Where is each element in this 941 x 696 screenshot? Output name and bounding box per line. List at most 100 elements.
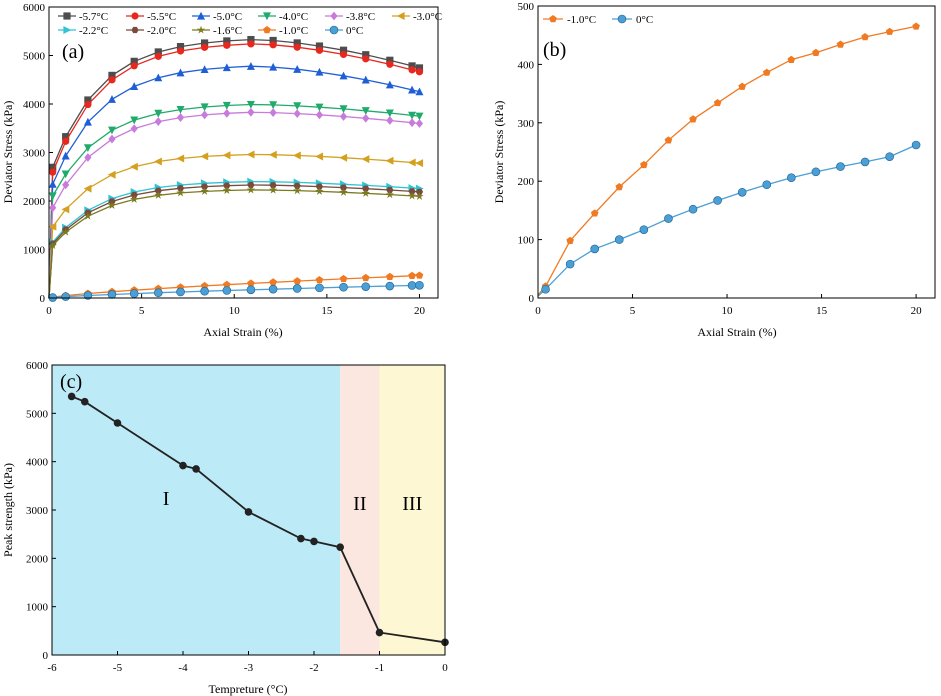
panel-c-xtick-label: -6 xyxy=(47,662,57,674)
panel-a-point xyxy=(201,39,209,47)
panel-a-point xyxy=(154,52,162,60)
panel-a-legend-label: 0°C xyxy=(346,25,363,37)
panel-a: 0 5 10 15 20 0 1000 2000 3000 4000 5000 6000 -5.7°C -… xyxy=(1,2,442,339)
panel-a-point xyxy=(176,113,185,122)
panel-c-region xyxy=(52,365,341,655)
panel-a-ytick-label: 5000 xyxy=(23,51,46,63)
panel-a-point xyxy=(62,137,70,145)
panel-b-legend-marker xyxy=(617,14,627,24)
panel-b-ytick-label: 400 xyxy=(518,59,535,71)
panel-a-point xyxy=(247,107,255,117)
panel-a-point xyxy=(154,73,163,82)
panel-a-point xyxy=(222,151,231,160)
panel-c-letter: (c) xyxy=(60,371,82,393)
panel-a-series-line xyxy=(48,38,420,299)
panel-b-point xyxy=(811,167,821,177)
panel-a-point xyxy=(361,188,370,197)
panel-a-legend-marker xyxy=(329,25,339,35)
panel-a-point xyxy=(107,290,117,299)
panel-a-point xyxy=(362,185,370,192)
panel-b-series-line xyxy=(537,144,917,297)
panel-a-point xyxy=(407,158,416,167)
panel-a-point xyxy=(223,41,231,49)
panel-a-point xyxy=(130,62,138,70)
panel-c-point xyxy=(336,543,345,552)
panel-a-legend-label: -3.8°C xyxy=(346,11,375,23)
panel-a-legend-item: -1.6°C xyxy=(192,25,242,37)
panel-b-xtick-label: 5 xyxy=(630,305,636,317)
panel-a-legend-item: 0°C xyxy=(325,25,363,37)
panel-a-point xyxy=(154,157,162,166)
panel-a-point xyxy=(48,241,57,250)
panel-a-point xyxy=(49,203,57,213)
panel-a-point xyxy=(269,182,277,189)
panel-a-point xyxy=(339,71,348,80)
panel-a-point xyxy=(408,62,416,70)
panel-b-point xyxy=(566,236,574,245)
panel-a-series xyxy=(48,35,424,299)
panel-b-frame xyxy=(537,5,936,299)
panel-b-point xyxy=(614,235,624,244)
panel-b-letter: (b) xyxy=(543,39,566,61)
panel-c-ytick-label: 3000 xyxy=(26,505,49,517)
panel-c-xtick-label: -5 xyxy=(113,662,123,674)
panel-b-point xyxy=(860,157,870,167)
panel-c-point xyxy=(113,419,122,427)
panel-b-point xyxy=(590,244,600,254)
panel-b-ytick-label: 300 xyxy=(518,118,535,130)
panel-a-point xyxy=(130,162,138,171)
panel-c-xlabel: Tempreture (°C) xyxy=(209,682,288,696)
panel-a-ytick-label: 0 xyxy=(40,293,46,305)
panel-a-point xyxy=(130,82,139,90)
panel-a-point xyxy=(269,108,277,118)
panel-a-point xyxy=(154,187,162,194)
panel-a-point xyxy=(130,124,138,133)
panel-a-legend-item: -5.7°C xyxy=(58,11,108,23)
panel-c-ylabel: Peak strength (kPa) xyxy=(1,463,15,557)
panel-b-point xyxy=(911,140,921,150)
panel-a-point xyxy=(246,285,256,295)
panel-c: I II III-6 -5 -4 -3 -2 -1 0010002000300040005000… xyxy=(1,360,449,696)
panel-a-point xyxy=(268,284,278,294)
panel-c-region xyxy=(340,365,380,655)
panel-a-point xyxy=(108,71,116,79)
panel-a-point xyxy=(361,107,370,115)
panel-a-point xyxy=(176,154,185,163)
panel-a-point xyxy=(293,65,302,73)
panel-b-legend-label: -1.0°C xyxy=(567,14,596,26)
panel-a-point xyxy=(293,102,302,111)
panel-a-point xyxy=(108,76,116,84)
panel-a-point xyxy=(293,277,302,285)
panel-a-point xyxy=(154,109,163,118)
panel-a-ylabel: Deviator Stress (kPa) xyxy=(1,101,15,204)
panel-a-point xyxy=(61,227,70,236)
panel-a-point xyxy=(415,159,424,168)
panel-a-point xyxy=(385,109,394,118)
panel-a-ytick-label: 4000 xyxy=(23,99,46,111)
panel-a-point xyxy=(315,276,324,284)
panel-c-point xyxy=(67,392,76,401)
panel-a-series xyxy=(48,100,424,299)
panel-b-point xyxy=(737,187,747,197)
panel-a-point xyxy=(362,55,370,63)
panel-a-point xyxy=(361,273,370,282)
panel-a-point xyxy=(247,279,255,287)
panel-c-ytick-label: 1000 xyxy=(26,602,49,614)
panel-a-point xyxy=(339,112,348,121)
panel-c-point xyxy=(192,465,200,473)
panel-a-point xyxy=(339,105,348,114)
panel-a-point xyxy=(407,191,417,200)
panel-b-point xyxy=(885,27,894,35)
panel-a-point xyxy=(130,57,138,65)
panel-a-point xyxy=(407,281,417,290)
panel-b-point xyxy=(713,196,722,205)
panel-a-point xyxy=(201,110,209,120)
panel-a-point xyxy=(292,284,302,293)
panel-b-point xyxy=(565,259,575,269)
panel-a-legend-item: -5.5°C xyxy=(126,11,176,23)
panel-a-point xyxy=(200,152,209,161)
panel-a-point xyxy=(153,288,163,298)
panel-a-xtick-label: 20 xyxy=(414,305,426,317)
panel-a-legend-label: -5.7°C xyxy=(79,11,108,23)
panel-a-point xyxy=(362,51,370,59)
